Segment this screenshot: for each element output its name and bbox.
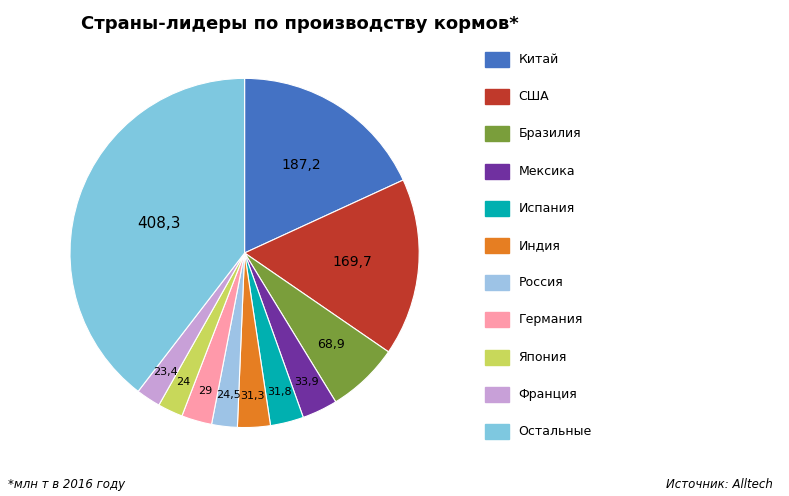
Text: Мексика: Мексика — [518, 165, 575, 178]
Text: Остальные: Остальные — [518, 425, 592, 438]
Text: Бразилия: Бразилия — [518, 127, 581, 140]
Text: 23,4: 23,4 — [153, 368, 178, 377]
Wedge shape — [245, 78, 403, 253]
Text: Китай: Китай — [518, 53, 559, 66]
Text: Россия: Россия — [518, 276, 563, 289]
Text: Франция: Франция — [518, 388, 577, 401]
Wedge shape — [245, 180, 419, 352]
Wedge shape — [245, 253, 303, 426]
Text: США: США — [518, 90, 549, 103]
Text: 29: 29 — [198, 385, 212, 396]
Text: 31,3: 31,3 — [240, 391, 264, 401]
Text: 24: 24 — [177, 377, 191, 387]
Text: 187,2: 187,2 — [282, 158, 321, 172]
Wedge shape — [237, 253, 271, 428]
Text: Источник: Alltech: Источник: Alltech — [667, 478, 773, 491]
Text: Испания: Испания — [518, 202, 574, 215]
Text: Япония: Япония — [518, 351, 567, 364]
Wedge shape — [159, 253, 245, 416]
Text: Индия: Индия — [518, 239, 560, 252]
Text: 68,9: 68,9 — [317, 338, 345, 351]
Text: 33,9: 33,9 — [294, 377, 319, 387]
Wedge shape — [245, 253, 388, 402]
Wedge shape — [211, 253, 245, 428]
Text: Страны-лидеры по производству кормов*: Страны-лидеры по производству кормов* — [81, 15, 518, 33]
Text: *млн т в 2016 году: *млн т в 2016 году — [8, 478, 125, 491]
Text: 24,5: 24,5 — [215, 390, 241, 400]
Wedge shape — [138, 253, 245, 405]
Text: 169,7: 169,7 — [333, 255, 372, 269]
Text: 408,3: 408,3 — [136, 216, 181, 231]
Wedge shape — [245, 253, 336, 418]
Text: 31,8: 31,8 — [267, 387, 292, 397]
Wedge shape — [70, 78, 245, 391]
Text: Германия: Германия — [518, 313, 583, 326]
Wedge shape — [182, 253, 245, 425]
